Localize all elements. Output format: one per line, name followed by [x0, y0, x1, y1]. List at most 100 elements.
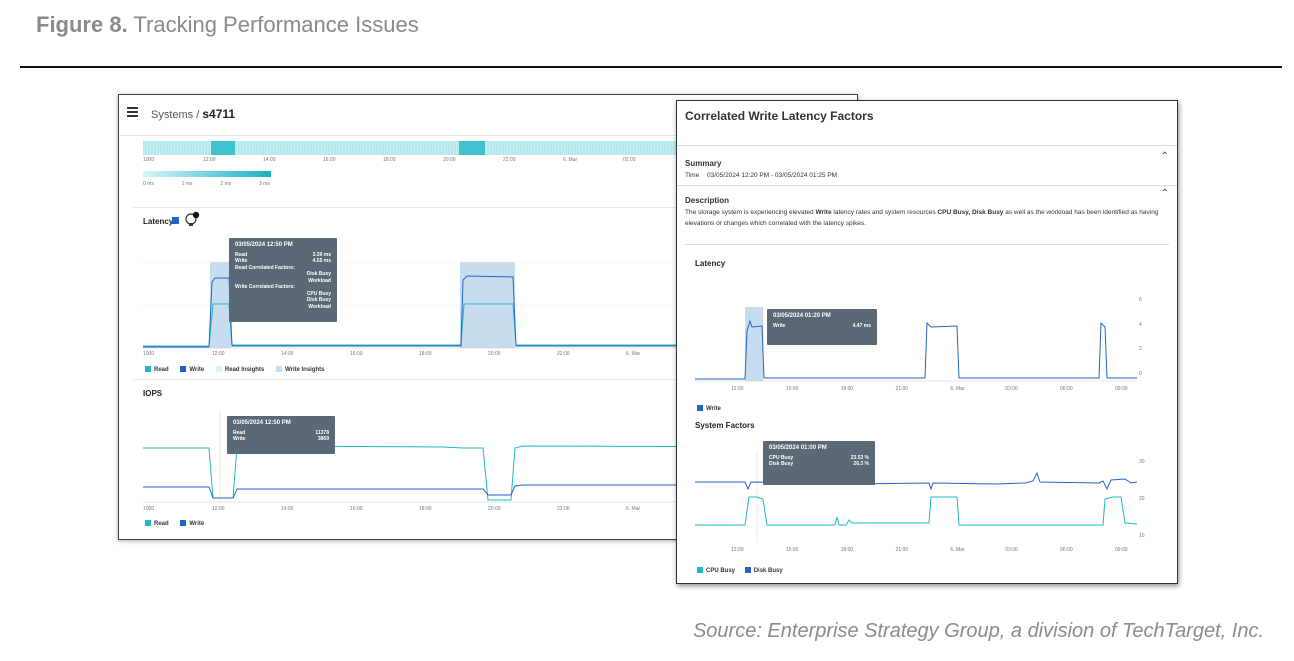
- legend-write[interactable]: Write: [180, 520, 204, 527]
- summary-section-header[interactable]: Summary ⌃: [685, 151, 1169, 168]
- axis-tick-label: 21:00: [895, 547, 909, 553]
- axis-tick-label: 03:00: [1005, 547, 1018, 553]
- write-latency-legend: Write: [697, 405, 721, 412]
- legend-write[interactable]: Write: [697, 405, 721, 412]
- legend-disk-busy[interactable]: Disk Busy: [744, 567, 783, 574]
- correlated-factors-dialog: Correlated Write Latency Factors Summary…: [676, 100, 1178, 584]
- timeline-navigator[interactable]: 1000 12:00 14:00 16:00 18:00 20:00 22:00 6. Mar…: [143, 141, 783, 181]
- axis-tick-label: 09:00: [1115, 386, 1128, 392]
- title-divider: [20, 66, 1282, 68]
- insight-toggle-icon[interactable]: [172, 217, 179, 224]
- axis-tick-label: 1 ms: [181, 181, 193, 187]
- figure-source: Source: Enterprise Strategy Group, a div…: [692, 620, 1264, 642]
- lightbulb-insight-icon[interactable]: [183, 211, 201, 229]
- axis-tick-label: 0 ms: [143, 181, 154, 187]
- axis-tick-label: 6. Mar: [626, 351, 641, 357]
- legend-read[interactable]: Read: [145, 366, 169, 373]
- system-factors-tooltip: 03/05/2024 01:00 PM CPU Busy 23.53 % Disk…: [763, 441, 875, 485]
- iops-chart: [143, 410, 853, 503]
- y-axis-tick-label: 0: [1139, 371, 1142, 377]
- write-latency-y-axis: 6 4 2 0: [1139, 297, 1153, 383]
- iops-panel-title: IOPS: [143, 389, 163, 398]
- axis-tick-label: 12:00: [212, 351, 225, 357]
- iops-legend: Read Write: [145, 520, 204, 527]
- system-factors-title: System Factors: [695, 421, 755, 430]
- latency-tooltip: 03/05/2024 12:50 PM Read 3.39 ms Write 4.5…: [229, 238, 337, 322]
- axis-tick-label: 12:00: [731, 386, 744, 392]
- axis-tick-label: 18:00: [419, 351, 432, 357]
- write-latency-title: Latency: [695, 259, 726, 268]
- latency-color-scale: 0 ms 1 ms 2 ms 3 ms: [143, 171, 273, 187]
- axis-tick-label: 6. Mar: [563, 157, 578, 163]
- description-section-header[interactable]: Description ⌃: [685, 188, 1169, 205]
- write-latency-tooltip: 03/05/2024 01:20 PM Write 4.47 ms: [767, 309, 877, 345]
- legend-cpu-busy[interactable]: CPU Busy: [697, 567, 735, 574]
- axis-tick-label: 14:00: [281, 351, 294, 357]
- write-latency-x-axis: 12:00 15:00 18:00 21:00 6. Mar 03:00 06:00 09:0…: [695, 386, 1137, 394]
- axis-tick-label: 18:00: [383, 157, 396, 163]
- chevron-up-icon[interactable]: ⌃: [1160, 188, 1169, 199]
- description-text: The storage system is experiencing eleva…: [685, 209, 1159, 227]
- breadcrumb-current: s4711: [202, 107, 236, 121]
- axis-tick-label: 6. Mar: [950, 547, 965, 553]
- axis-tick-label: 20:00: [443, 157, 456, 163]
- axis-tick-label: 12:00: [212, 506, 225, 512]
- latency-legend: Read Write Read Insights Write Insights: [145, 366, 325, 373]
- system-factors-x-axis: 12:00 15:00 18:00 21:00 6. Mar 03:00 06:00 09:0…: [695, 547, 1137, 555]
- axis-tick-label: 15:00: [785, 386, 799, 392]
- axis-tick-label: 16:00: [350, 351, 363, 357]
- axis-tick-label: 16:00: [323, 157, 336, 163]
- y-axis-tick-label: 30: [1139, 459, 1145, 465]
- legend-read-insights[interactable]: Read Insights: [215, 366, 264, 373]
- axis-tick-label: 20:00: [488, 506, 501, 512]
- axis-tick-label: 22:00: [503, 157, 516, 163]
- figure-title: Figure 8. Tracking Performance Issues: [36, 12, 419, 37]
- axis-tick-label: 21:00: [895, 386, 909, 392]
- axis-tick-label: 02:00: [623, 157, 636, 163]
- axis-tick-label: 1000: [143, 351, 155, 357]
- axis-tick-label: 14:00: [263, 157, 276, 163]
- y-axis-tick-label: 4: [1139, 321, 1142, 328]
- legend-read[interactable]: Read: [145, 520, 169, 527]
- axis-tick-label: 06:00: [1060, 547, 1073, 553]
- axis-tick-label: 6. Mar: [626, 506, 641, 512]
- axis-tick-label: 14:00: [281, 506, 294, 512]
- axis-tick-label: 18:00: [840, 547, 854, 553]
- axis-tick-label: 22:00: [557, 506, 570, 512]
- axis-tick-label: 12:00: [731, 547, 744, 553]
- y-axis-tick-label: 20: [1139, 496, 1145, 502]
- hamburger-menu-icon[interactable]: [127, 107, 138, 117]
- summary-time-value: 03/05/2024 12:20 PM - 03/05/2024 01:25 P…: [707, 172, 838, 179]
- y-axis-tick-label: 10: [1139, 533, 1145, 539]
- axis-tick-label: 18:00: [840, 386, 854, 392]
- axis-tick-label: 1000: [143, 506, 155, 512]
- axis-tick-label: 16:00: [350, 506, 363, 512]
- y-axis-tick-label: 6: [1139, 297, 1142, 303]
- system-factors-legend: CPU Busy Disk Busy: [697, 567, 783, 574]
- axis-tick-label: 15:00: [785, 547, 799, 553]
- chevron-up-icon[interactable]: ⌃: [1160, 151, 1169, 162]
- timeline-heatstrip: [143, 141, 783, 155]
- axis-tick-label: 03:00: [1005, 386, 1018, 392]
- dialog-title: Correlated Write Latency Factors: [685, 109, 874, 123]
- breadcrumb: Systems / s4711: [151, 107, 236, 121]
- y-axis-tick-label: 2: [1139, 346, 1142, 353]
- legend-write[interactable]: Write: [180, 366, 204, 373]
- axis-tick-label: 1000: [143, 157, 155, 163]
- axis-tick-label: 06:00: [1060, 386, 1073, 392]
- axis-tick-label: 20:00: [488, 351, 501, 357]
- breadcrumb-systems-link[interactable]: Systems: [151, 109, 194, 121]
- axis-tick-label: 12:00: [203, 157, 216, 163]
- latency-panel-title: Latency: [143, 217, 174, 226]
- axis-tick-label: 18:00: [419, 506, 432, 512]
- axis-tick-label: 6. Mar: [950, 386, 965, 392]
- axis-tick-label: 3 ms: [259, 181, 270, 187]
- write-latency-chart: [695, 307, 1137, 382]
- axis-tick-label: 22:00: [557, 351, 570, 357]
- system-factors-y-axis: 30 20 10: [1139, 459, 1153, 545]
- iops-tooltip: 03/05/2024 12:50 PM Read 11378 Write 3869: [227, 416, 335, 454]
- summary-time-label: Time: [685, 172, 700, 179]
- legend-write-insights[interactable]: Write Insights: [275, 366, 325, 373]
- axis-tick-label: 09:00: [1115, 547, 1128, 553]
- axis-tick-label: 2 ms: [220, 181, 232, 187]
